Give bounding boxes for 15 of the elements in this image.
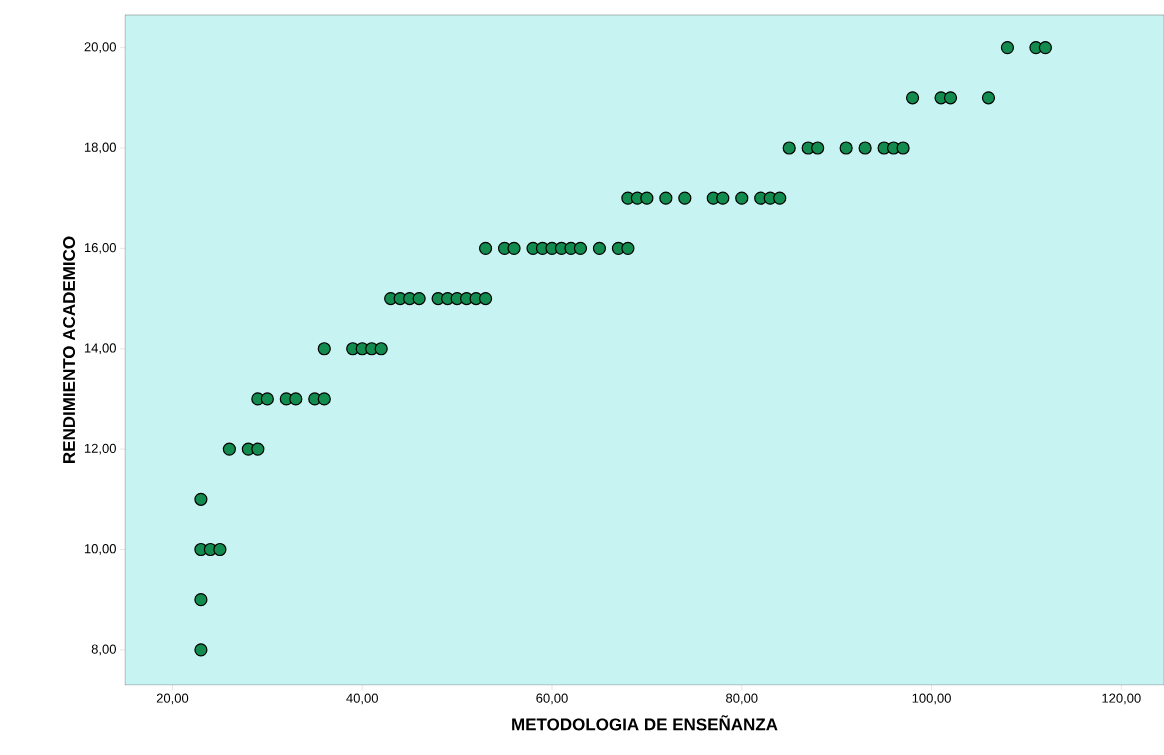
y-tick-label: 16,00: [84, 242, 116, 254]
y-tick-label: 18,00: [84, 142, 116, 154]
y-tick-label: 14,00: [84, 343, 116, 355]
x-tick-label: 40,00: [346, 693, 378, 705]
x-tick-label: 20,00: [156, 693, 189, 705]
y-tick-label: 20,00: [84, 42, 116, 53]
y-tick-label: 8,00: [91, 644, 116, 656]
y-tick-label: 12,00: [84, 443, 116, 455]
x-tick-label: 80,00: [726, 693, 758, 705]
x-tick-label: 100,00: [912, 693, 951, 705]
x-axis-title: METODOLOGIA DE ENSEÑANZA: [512, 715, 778, 731]
y-tick-label: 10,00: [84, 544, 116, 555]
x-tick-label: 120,00: [1102, 693, 1141, 705]
x-tick-label: 60,00: [536, 693, 568, 705]
y-axis-title: RENDIMIENTO ACADEMICO: [63, 236, 76, 463]
